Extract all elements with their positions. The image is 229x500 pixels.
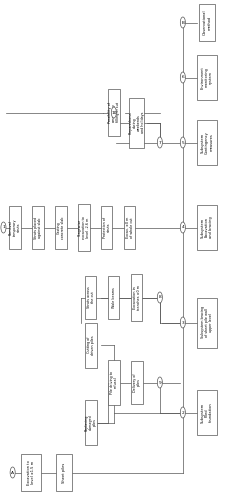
Text: 2: 2	[181, 410, 183, 414]
Circle shape	[10, 467, 15, 478]
FancyBboxPatch shape	[108, 276, 119, 319]
Text: Possibility of
emergency
filling of cut: Possibility of emergency filling of cut	[107, 102, 120, 123]
Text: B: B	[180, 20, 184, 24]
FancyBboxPatch shape	[196, 55, 216, 100]
Circle shape	[157, 377, 162, 388]
Text: 5: 5	[181, 140, 183, 144]
Text: 3: 3	[181, 320, 183, 324]
FancyBboxPatch shape	[101, 206, 112, 248]
Text: 10: 10	[111, 110, 116, 114]
Text: Sheet piles: Sheet piles	[62, 462, 66, 482]
FancyBboxPatch shape	[85, 276, 96, 319]
Text: 6: 6	[181, 76, 183, 80]
Circle shape	[180, 317, 185, 328]
Text: Environment
monitoring
system: Environment monitoring system	[200, 66, 212, 89]
Text: Replacing
damaged
piles: Replacing damaged piles	[84, 414, 97, 430]
Circle shape	[157, 137, 162, 148]
FancyBboxPatch shape	[196, 390, 216, 435]
Text: Casting
concrete slab: Casting concrete slab	[57, 216, 65, 238]
FancyBboxPatch shape	[196, 205, 216, 250]
Text: 9: 9	[158, 380, 161, 384]
Text: 1: 1	[2, 226, 5, 230]
Text: Struts across
the cut: Struts across the cut	[86, 286, 95, 308]
Circle shape	[180, 137, 185, 148]
Text: Subsystem
Piled
foundation: Subsystem Piled foundation	[200, 402, 212, 422]
FancyBboxPatch shape	[77, 204, 90, 251]
FancyBboxPatch shape	[21, 454, 41, 491]
FancyBboxPatch shape	[124, 206, 135, 248]
Text: 8: 8	[158, 296, 161, 300]
Text: Subsystem bracing
of sheet pile wall
upper level: Subsystem bracing of sheet pile wall upp…	[200, 306, 212, 338]
Circle shape	[180, 72, 185, 83]
FancyBboxPatch shape	[55, 206, 67, 248]
FancyBboxPatch shape	[196, 120, 216, 165]
FancyBboxPatch shape	[107, 360, 120, 405]
Text: Subsystem
Contingency
measures: Subsystem Contingency measures	[200, 131, 212, 154]
Circle shape	[1, 222, 6, 233]
Circle shape	[180, 17, 185, 28]
Text: Cutting of
driven piles: Cutting of driven piles	[86, 335, 95, 355]
Text: Delivery of
piles: Delivery of piles	[132, 373, 140, 392]
Text: Excavation in
trenches ±0 m: Excavation in trenches ±0 m	[132, 285, 140, 310]
Circle shape	[157, 292, 162, 303]
Text: Preparedness
during
weekends
and holidays: Preparedness during weekends and holiday…	[128, 111, 145, 134]
Text: A: A	[11, 470, 14, 474]
Text: Observational
method: Observational method	[202, 10, 210, 35]
FancyBboxPatch shape	[9, 206, 21, 248]
FancyBboxPatch shape	[131, 274, 142, 321]
FancyBboxPatch shape	[84, 400, 97, 445]
FancyBboxPatch shape	[130, 361, 142, 404]
Text: Struts placed
against slab: Struts placed against slab	[34, 216, 42, 238]
Text: Excav. ±0 m
of whole cut: Excav. ±0 m of whole cut	[125, 217, 134, 238]
Text: Removal
temporary
struts: Removal temporary struts	[9, 219, 21, 236]
FancyBboxPatch shape	[196, 298, 216, 348]
FancyBboxPatch shape	[129, 98, 144, 148]
Circle shape	[180, 222, 185, 233]
Text: Excavation to
level ±1.5 m: Excavation to level ±1.5 m	[27, 460, 35, 485]
Text: Subsystem
Excavation
and bracing: Subsystem Excavation and bracing	[200, 216, 212, 238]
FancyBboxPatch shape	[56, 454, 72, 491]
FancyBboxPatch shape	[84, 322, 97, 368]
FancyBboxPatch shape	[198, 4, 214, 42]
Circle shape	[111, 107, 116, 118]
Circle shape	[180, 407, 185, 418]
Text: Pile driving to
refusal: Pile driving to refusal	[109, 371, 117, 394]
Text: 4: 4	[181, 226, 183, 230]
Text: 7: 7	[158, 140, 161, 144]
Text: Wale beams: Wale beams	[111, 287, 115, 308]
Text: Protection of
struts: Protection of struts	[102, 217, 111, 238]
FancyBboxPatch shape	[107, 89, 120, 136]
Text: Stagewise
excavation to
level -2.6 m: Stagewise excavation to level -2.6 m	[77, 216, 90, 239]
FancyBboxPatch shape	[32, 206, 44, 248]
